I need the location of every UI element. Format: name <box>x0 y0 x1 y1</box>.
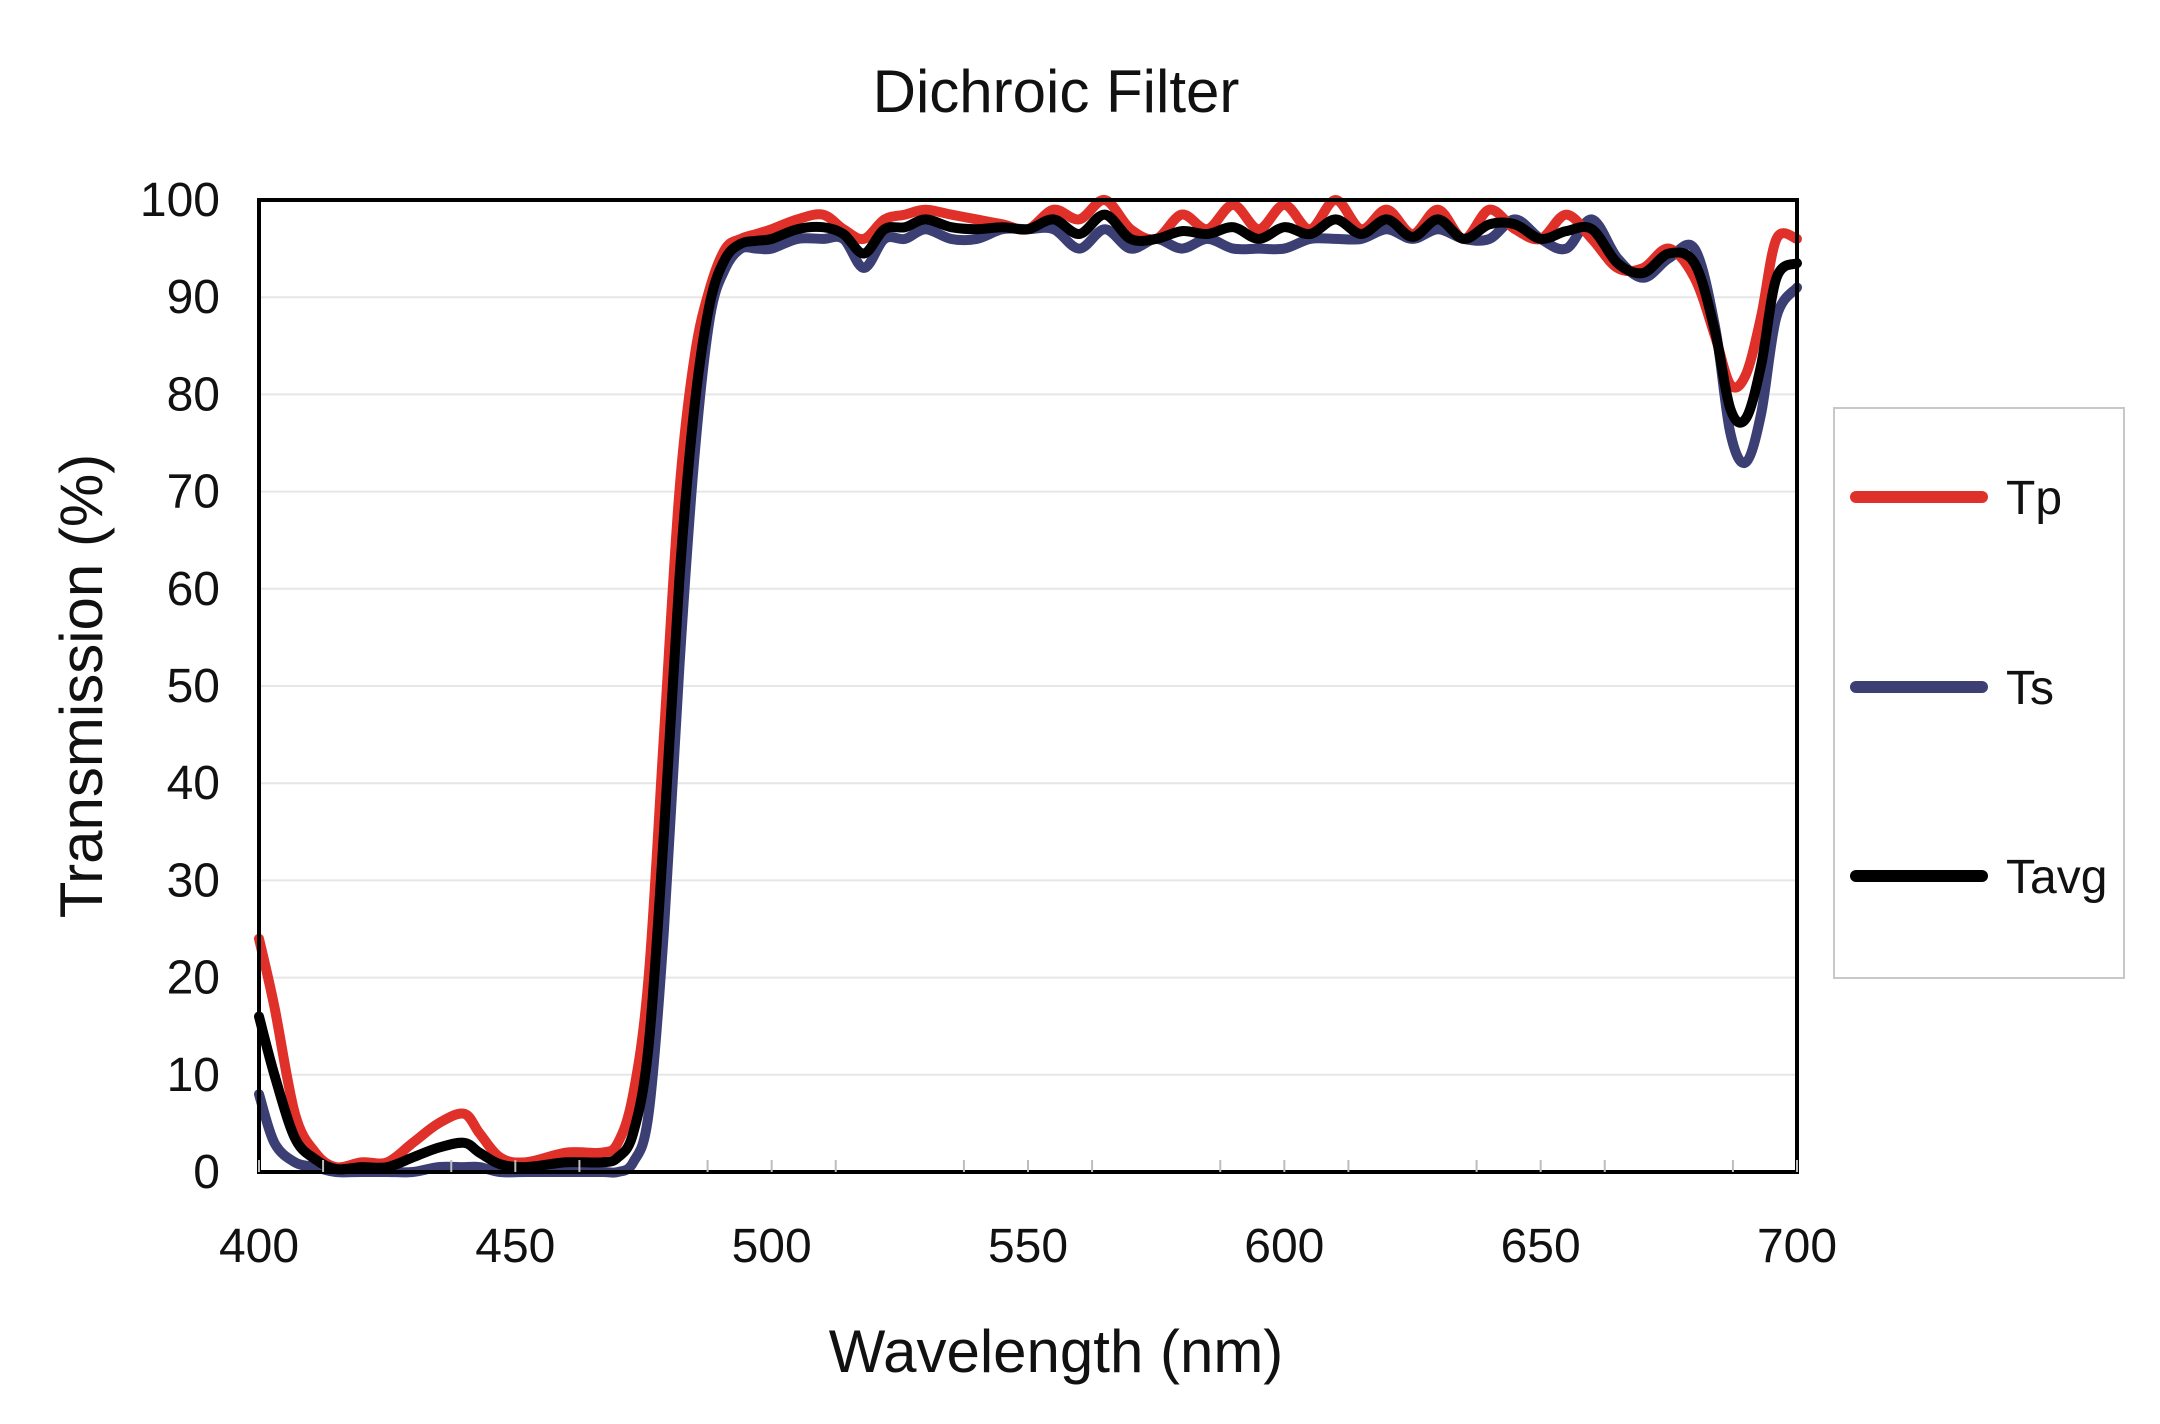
x-tick-label: 700 <box>1757 1220 1837 1273</box>
chart-title: Dichroic Filter <box>873 58 1240 125</box>
legend-label-tavg: Tavg <box>2006 851 2107 904</box>
y-tick-label: 20 <box>167 952 220 1005</box>
y-tick-label: 0 <box>193 1146 220 1199</box>
legend-label-ts: Ts <box>2006 662 2054 715</box>
x-tick-label: 450 <box>475 1220 555 1273</box>
y-tick-label: 80 <box>167 368 220 421</box>
y-tick-label: 100 <box>140 174 220 227</box>
y-tick-label: 30 <box>167 854 220 907</box>
x-tick-label: 650 <box>1501 1220 1581 1273</box>
y-tick-label: 60 <box>167 563 220 616</box>
x-tick-label: 500 <box>732 1220 812 1273</box>
x-tick-label: 400 <box>219 1220 299 1273</box>
legend: Tp Ts Tavg <box>1833 407 2125 979</box>
series-line-tavg <box>254 209 1802 1175</box>
x-tick-label: 600 <box>1244 1220 1324 1273</box>
axis-ticks: 0 10 20 30 40 50 60 70 80 90 100 400 450 500 550 600 650… <box>140 174 1837 1273</box>
legend-label-tp: Tp <box>2006 472 2062 525</box>
x-axis-title: Wavelength (nm) <box>829 1318 1284 1385</box>
x-tick-label: 550 <box>988 1220 1068 1273</box>
legend-items: Tp Ts Tavg <box>1850 472 2107 904</box>
gridlines <box>259 296 1797 1076</box>
y-axis-title: Transmission (%) <box>48 454 115 919</box>
y-tick-label: 10 <box>167 1049 220 1102</box>
y-tick-label: 40 <box>167 757 220 810</box>
y-tick-label: 50 <box>167 660 220 713</box>
y-tick-label: 90 <box>167 271 220 324</box>
y-tick-label: 70 <box>167 466 220 519</box>
